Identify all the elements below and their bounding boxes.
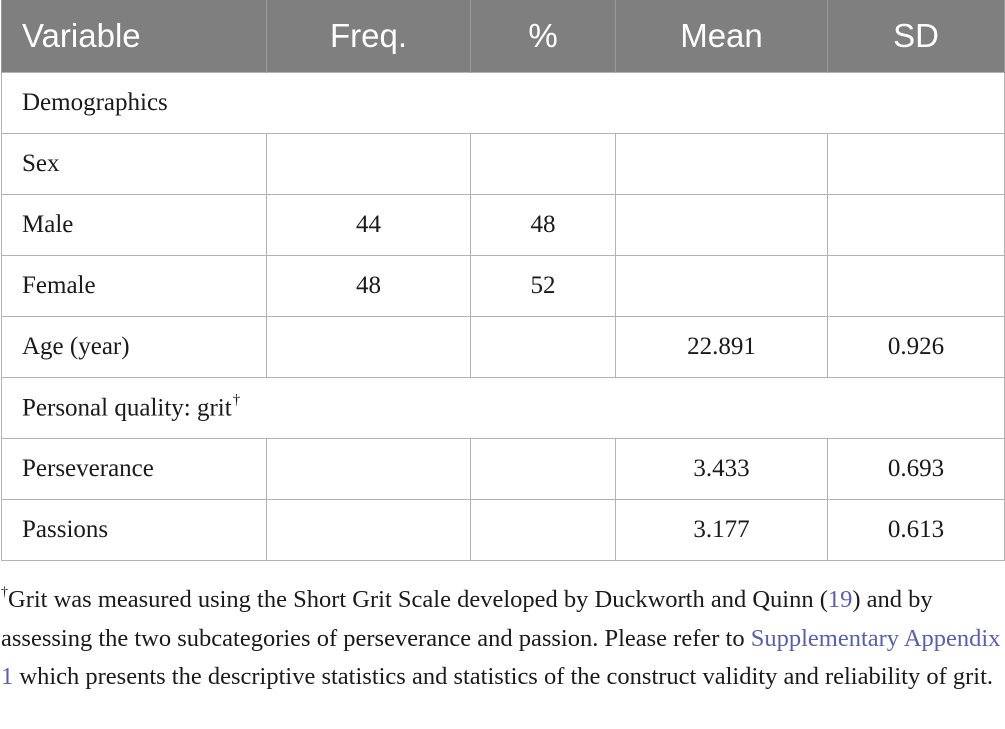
footnote-text-3: which presents the descriptive statistic… [13, 663, 994, 691]
section-label: Personal quality: grit† [1, 377, 1005, 439]
cell-sd [827, 133, 1005, 195]
table-row: Age (year) 22.891 0.926 [1, 316, 1005, 378]
header-percent: % [470, 0, 616, 73]
table-row-section-grit: Personal quality: grit† [1, 377, 1005, 439]
row-label: Sex [1, 133, 267, 195]
supplementary-appendix-link[interactable]: Supplementary Appendix 1 [1, 624, 1001, 691]
cell-sd [827, 255, 1005, 317]
header-sd: SD [827, 0, 1005, 73]
table-container: Variable Freq. % Mean SD Demographics Se… [1, 0, 1005, 561]
cell-percent [470, 499, 616, 561]
cell-percent [470, 133, 616, 195]
row-label: Female [1, 255, 267, 317]
row-label: Perseverance [1, 438, 267, 500]
cell-mean: 22.891 [615, 316, 828, 378]
dagger-mark: † [232, 391, 241, 408]
cell-mean [615, 194, 828, 256]
cell-sd: 0.926 [827, 316, 1005, 378]
cell-freq: 48 [266, 255, 471, 317]
header-variable: Variable [1, 0, 267, 73]
cell-mean [615, 255, 828, 317]
table-row: Female 48 52 [1, 255, 1005, 317]
table-header-row: Variable Freq. % Mean SD [1, 0, 1005, 73]
cell-percent [470, 438, 616, 500]
row-label: Male [1, 194, 267, 256]
table-row: Passions 3.177 0.613 [1, 499, 1005, 561]
footnote-dagger: † [1, 585, 8, 600]
footnote-text-2: ) and by assessing the two subcategories… [1, 586, 933, 652]
cell-freq [266, 438, 471, 500]
table-row: Male 44 48 [1, 194, 1005, 256]
section-label-text: Personal quality: grit [22, 394, 232, 422]
cell-percent: 52 [470, 255, 616, 317]
table-row: Perseverance 3.433 0.693 [1, 438, 1005, 500]
cell-freq [266, 316, 471, 378]
footnote-text-1: Grit was measured using the Short Grit S… [8, 586, 828, 614]
cell-percent [470, 316, 616, 378]
row-label: Age (year) [1, 316, 267, 378]
cell-mean: 3.177 [615, 499, 828, 561]
section-label: Demographics [1, 72, 1005, 134]
cell-sd: 0.693 [827, 438, 1005, 500]
cell-mean [615, 133, 828, 195]
header-freq: Freq. [266, 0, 471, 73]
descriptive-statistics-table: Variable Freq. % Mean SD Demographics Se… [1, 0, 1005, 561]
cell-percent: 48 [470, 194, 616, 256]
cell-freq [266, 499, 471, 561]
cell-sd [827, 194, 1005, 256]
cell-freq: 44 [266, 194, 471, 256]
reference-link[interactable]: 19 [827, 586, 853, 614]
table-row-section-demographics: Demographics [1, 72, 1005, 134]
table-footnote: †Grit was measured using the Short Grit … [1, 576, 1001, 697]
cell-sd: 0.613 [827, 499, 1005, 561]
cell-freq [266, 133, 471, 195]
header-mean: Mean [615, 0, 828, 73]
cell-mean: 3.433 [615, 438, 828, 500]
table-row: Sex [1, 133, 1005, 195]
row-label: Passions [1, 499, 267, 561]
